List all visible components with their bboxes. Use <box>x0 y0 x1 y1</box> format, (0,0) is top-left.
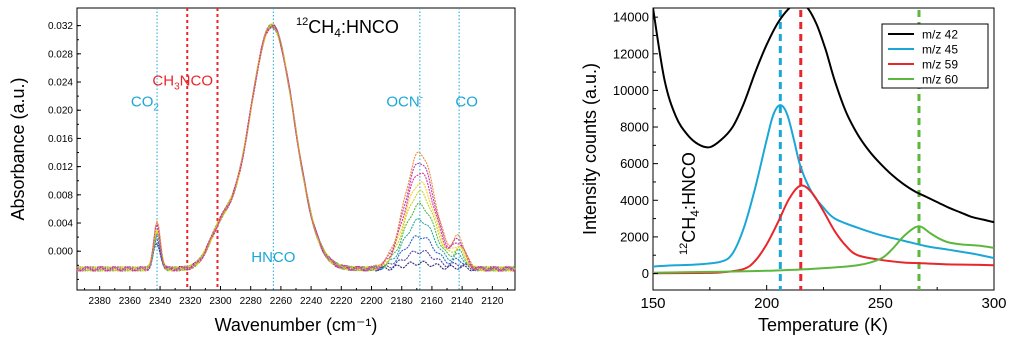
left-y-ticks: 0.000 0.004 0.008 0.012 0.016 0.020 0.024 0.028… <box>48 21 81 280</box>
left-x-tick-label: 2240 <box>300 296 323 307</box>
left-x-tick-label: 2380 <box>89 296 112 307</box>
left-series-line-3 <box>76 25 516 272</box>
left-spectra-series <box>76 22 516 272</box>
left-y-tick-label: 0.008 <box>48 190 73 201</box>
left-annotation-1: CH3NCO <box>152 73 213 93</box>
left-y-tick-label: 0.028 <box>48 49 73 60</box>
right-y-tick-label: 14000 <box>613 10 649 25</box>
right-x-tick-label: 250 <box>868 295 893 312</box>
left-y-tick-label: 0.020 <box>48 106 73 117</box>
left-reference-lines <box>156 8 460 290</box>
left-series-line-9 <box>76 25 516 272</box>
right-y-axis-label: Intensity counts (a.u.) <box>580 63 600 235</box>
right-x-tick-label: 150 <box>640 295 665 312</box>
legend-label-2: m/z 59 <box>922 58 958 72</box>
left-annotation-2: HNCO <box>251 249 295 266</box>
right-x-tick-label: 300 <box>981 295 1006 312</box>
left-x-tick-label: 2300 <box>209 296 232 307</box>
left-series-line-2 <box>76 27 516 272</box>
left-series-line-5 <box>76 22 516 272</box>
left-x-tick-label: 2200 <box>360 296 383 307</box>
left-x-tick-label: 2120 <box>481 296 504 307</box>
left-x-tick-label: 2320 <box>179 296 202 307</box>
legend-label-0: m/z 42 <box>922 28 958 42</box>
right-y-tick-label: 12000 <box>613 46 649 61</box>
left-x-tick-label: 2360 <box>119 296 142 307</box>
right-y-tick-label: 10000 <box>613 83 649 98</box>
right-series-line-2 <box>653 184 994 275</box>
left-x-tick-label: 2140 <box>451 296 474 307</box>
left-series-line-1 <box>76 25 516 272</box>
left-x-tick-label: 2180 <box>391 296 414 307</box>
right-y-tick-label: 4000 <box>620 193 649 208</box>
left-y-tick-label: 0.000 <box>48 247 73 258</box>
left-y-tick-label: 0.032 <box>48 21 73 32</box>
left-annotation-3: OCN- <box>386 93 423 111</box>
left-annotation-0: CO2 <box>131 94 160 114</box>
left-y-tick-label: 0.016 <box>48 134 73 145</box>
right-reference-lines <box>778 10 921 290</box>
right-y-tick-label: 8000 <box>620 120 649 135</box>
right-x-ticks: 150 200 250 300 <box>640 285 1007 312</box>
left-x-axis-label: Wavenumber (cm⁻¹) <box>215 315 378 335</box>
right-y-tick-label: 2000 <box>620 229 649 244</box>
left-x-tick-label: 2260 <box>270 296 293 307</box>
right-legend: m/z 42m/z 45m/z 59m/z 60 <box>881 23 989 89</box>
left-series-line-7 <box>76 25 516 272</box>
left-y-tick-label: 0.024 <box>48 78 73 89</box>
right-series-line-0 <box>653 8 994 224</box>
right-y-tick-label: 0 <box>642 266 649 281</box>
left-x-tick-label: 2160 <box>421 296 444 307</box>
left-x-ticks: 2380 2360 2340 2320 2300 2280 2260 2240 2220 2200… <box>84 286 508 307</box>
left-annotation-4: CO <box>455 94 478 111</box>
legend-label-1: m/z 45 <box>922 43 958 57</box>
legend-label-3: m/z 60 <box>922 73 958 87</box>
right-series-line-3 <box>653 225 994 274</box>
left-x-tick-label: 2220 <box>330 296 353 307</box>
left-y-tick-label: 0.004 <box>48 219 73 230</box>
right-inner-label: 12CH4:HNCO <box>678 152 702 255</box>
right-series-line-1 <box>653 104 994 268</box>
ftir-spectrum-panel: 2380 2360 2340 2320 2300 2280 2260 2240 2220 2200… <box>8 7 516 335</box>
left-chart-title: 12CH4:HNCO <box>296 16 399 40</box>
left-series-line-6 <box>76 23 516 272</box>
left-series-line-8 <box>76 26 516 272</box>
left-series-line-4 <box>76 23 516 272</box>
right-x-axis-label: Temperature (K) <box>758 315 888 335</box>
right-intensity-series <box>653 8 994 275</box>
left-y-axis-label: Absorbance (a.u.) <box>8 77 28 220</box>
left-x-tick-label: 2340 <box>149 296 172 307</box>
right-y-ticks: 0 2000 4000 6000 8000 10000 12000 14000 <box>613 10 658 281</box>
right-x-tick-label: 200 <box>754 295 779 312</box>
left-y-tick-label: 0.012 <box>48 162 73 173</box>
left-x-tick-label: 2280 <box>240 296 263 307</box>
tpd-panel: 150 200 250 300 0 2000 4000 6000 8000 10000 12000… <box>580 7 1007 335</box>
left-series-line-0 <box>76 23 516 272</box>
right-y-tick-label: 6000 <box>620 156 649 171</box>
